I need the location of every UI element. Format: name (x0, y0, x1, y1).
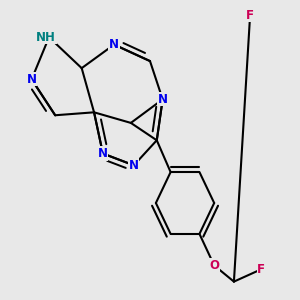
Text: NH: NH (36, 31, 56, 44)
Text: N: N (129, 159, 139, 172)
Text: N: N (27, 73, 37, 86)
Text: N: N (158, 93, 168, 106)
Text: F: F (246, 9, 254, 22)
Text: N: N (98, 147, 108, 160)
Text: N: N (109, 38, 119, 51)
Text: O: O (209, 259, 219, 272)
Text: F: F (257, 263, 265, 276)
